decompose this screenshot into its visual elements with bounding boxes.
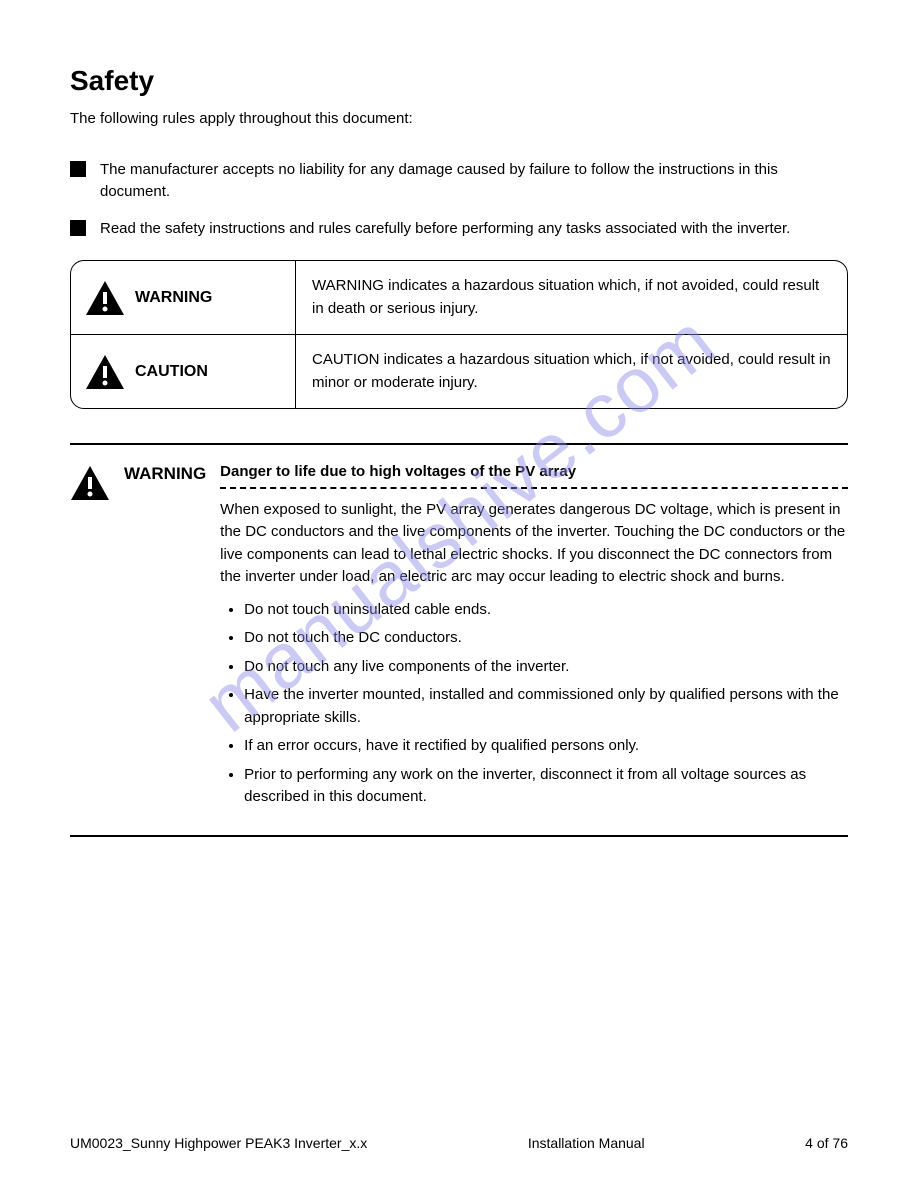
- bullet-item: Read the safety instructions and rules c…: [70, 218, 848, 241]
- list-item: Do not touch any live components of the …: [244, 656, 848, 679]
- definition-table: WARNING WARNING indicates a hazardous si…: [70, 260, 848, 409]
- page-title: Safety: [70, 60, 848, 102]
- warning-body-text: When exposed to sunlight, the PV array g…: [220, 499, 848, 589]
- bullet-text: Read the safety instructions and rules c…: [100, 218, 848, 241]
- footer-left: UM0023_Sunny Highpower PEAK3 Inverter_x.…: [70, 1133, 367, 1154]
- footer-right: 4 of 76: [805, 1133, 848, 1154]
- list-item: Have the inverter mounted, installed and…: [244, 684, 848, 729]
- list-item: Do not touch the DC conductors.: [244, 627, 848, 650]
- bullet-text: The manufacturer accepts no liability fo…: [100, 159, 848, 204]
- warning-block: WARNING Danger to life due to high volta…: [70, 461, 848, 815]
- table-row: WARNING WARNING indicates a hazardous si…: [71, 261, 847, 334]
- caution-label: CAUTION: [135, 360, 208, 384]
- warning-triangle-icon: [85, 280, 125, 316]
- square-bullet-icon: [70, 220, 86, 236]
- warning-block-label: WARNING: [124, 461, 206, 487]
- section-divider: [70, 835, 848, 837]
- page-footer: UM0023_Sunny Highpower PEAK3 Inverter_x.…: [70, 1133, 848, 1154]
- list-item: Prior to performing any work on the inve…: [244, 764, 848, 809]
- list-item: If an error occurs, have it rectified by…: [244, 735, 848, 758]
- footer-center: Installation Manual: [367, 1133, 805, 1154]
- table-cell-text: CAUTION indicates a hazardous situation …: [296, 335, 847, 408]
- bullet-item: The manufacturer accepts no liability fo…: [70, 159, 848, 204]
- table-cell-label: WARNING: [71, 261, 296, 334]
- warning-heading: Danger to life due to high voltages of t…: [220, 461, 848, 484]
- page-subtitle: The following rules apply throughout thi…: [70, 108, 848, 131]
- table-row: CAUTION CAUTION indicates a hazardous si…: [71, 334, 847, 408]
- table-cell-text: WARNING indicates a hazardous situation …: [296, 261, 847, 334]
- dashed-divider: [220, 487, 848, 489]
- section-divider: [70, 443, 848, 445]
- table-cell-label: CAUTION: [71, 335, 296, 408]
- square-bullet-icon: [70, 161, 86, 177]
- warning-label: WARNING: [135, 286, 212, 310]
- list-item: Do not touch uninsulated cable ends.: [244, 599, 848, 622]
- warning-triangle-icon: [85, 354, 125, 390]
- warning-triangle-icon: [70, 465, 110, 501]
